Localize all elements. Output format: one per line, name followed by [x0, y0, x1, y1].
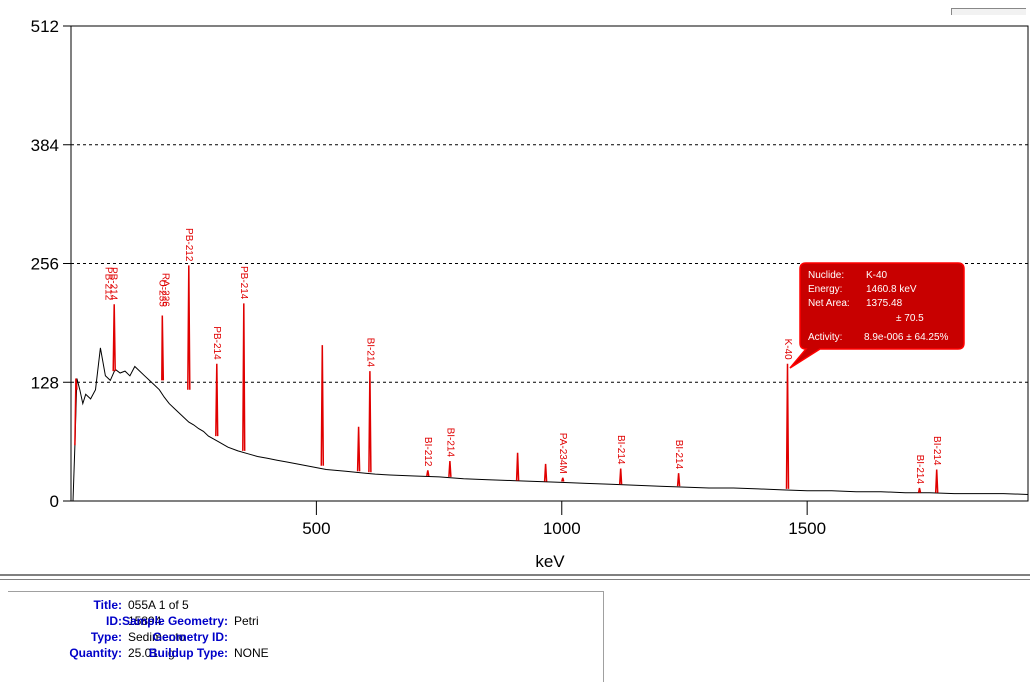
x-axis: 500 1000 1500	[302, 501, 826, 538]
spectrum-peak[interactable]	[515, 452, 520, 481]
spectrum-peak[interactable]	[112, 304, 116, 372]
peak-label: BI-214	[914, 455, 925, 485]
id-value: 15894	[128, 614, 162, 628]
y-tick-label: 256	[31, 255, 59, 274]
spectrum-peak[interactable]	[934, 469, 939, 493]
divider	[0, 579, 1030, 580]
quantity-row: Quantity: 25.01 g	[8, 646, 175, 660]
peak-label: BI-214	[673, 440, 684, 470]
geometry-label: Sample Geometry:	[121, 614, 228, 628]
tooltip-energy-label: Energy:	[808, 284, 842, 295]
spectrum-peak[interactable]	[676, 473, 681, 487]
peak-label: U-235	[157, 280, 168, 308]
peak-label: BI-214	[931, 436, 942, 466]
spectrum-series	[71, 265, 1029, 502]
x-tick-label: 500	[302, 519, 330, 538]
tooltip-area: 1375.48	[866, 298, 903, 309]
tooltip-area-error: ± 70.5	[896, 313, 924, 324]
tooltip-box	[789, 262, 965, 369]
peak-label: BI-214	[364, 338, 375, 368]
buildup-value: NONE	[234, 646, 269, 660]
quantity-value: 25.01 g	[128, 646, 175, 660]
peak-label: PB-214	[238, 266, 249, 300]
buildup-row: Buildup Type: NONE	[8, 646, 269, 660]
spectrum-peak[interactable]	[448, 461, 452, 477]
y-tick-label: 384	[31, 136, 59, 155]
spectrum-peak[interactable]	[368, 371, 372, 473]
id-row: ID: 15894	[8, 614, 161, 628]
spectrum-peak[interactable]	[917, 487, 922, 493]
corner-scroll-widget[interactable]	[951, 8, 1026, 15]
spectrum-peak[interactable]	[618, 468, 623, 485]
type-row: Type: Sedimento	[8, 630, 186, 644]
spectrum-peak[interactable]	[426, 470, 430, 477]
type-label: Type:	[90, 630, 122, 644]
tooltip-nuclide-label: Nuclide:	[808, 270, 844, 281]
title-value: 055A 1 of 5	[128, 598, 189, 612]
peak-label: RA-226	[160, 273, 171, 307]
spectrum-peak[interactable]	[215, 363, 219, 437]
buildup-label: Buildup Type:	[148, 646, 228, 660]
peak-label: BI-212	[422, 437, 433, 467]
id-label: ID:	[106, 614, 122, 628]
plot-area[interactable]	[70, 25, 1029, 502]
spectrum-peak[interactable]	[543, 463, 548, 482]
title-label: Title:	[93, 598, 122, 612]
spectrum-line-background	[71, 347, 1029, 502]
quantity-label: Quantity:	[69, 646, 122, 660]
x-tick-label: 1500	[788, 519, 826, 538]
tooltip-activity: 8.9e-006 ± 64.25%	[864, 332, 949, 343]
y-tick-label: 512	[31, 17, 59, 36]
y-axis: 0 128 256 384 512	[31, 17, 71, 511]
spectrum-peak[interactable]	[356, 426, 361, 472]
peak-label: BI-214	[615, 435, 626, 465]
peak-label: PB-212	[103, 267, 114, 301]
spectrum-peak[interactable]	[74, 378, 78, 446]
tooltip-activity-label: Activity:	[808, 332, 842, 343]
peak-label: PB-214	[211, 326, 222, 360]
peak-label: BI-214	[444, 428, 455, 458]
title-row: Title: 055A 1 of 5	[8, 598, 189, 612]
type-value: Sedimento	[128, 630, 186, 644]
geometry-id-row: Geometry ID:	[8, 630, 234, 644]
spectrum-peak[interactable]	[320, 345, 325, 466]
peak-label: K-40	[782, 339, 793, 361]
divider	[0, 574, 1030, 576]
spectrum-peak[interactable]	[561, 477, 565, 482]
peak-tooltip: Nuclide: K-40 Energy: 1460.8 keV Net Are…	[789, 262, 965, 369]
sample-info-panel: Title: 055A 1 of 5 ID: 15894 Type: Sediment…	[8, 591, 604, 682]
geometry-id-label: Geometry ID:	[152, 630, 228, 644]
y-tick-label: 128	[31, 373, 59, 392]
y-tick-label: 0	[50, 492, 59, 511]
peak-label: PB-212	[183, 228, 194, 262]
spectrum-peak[interactable]	[785, 363, 790, 489]
spectrum-peak[interactable]	[242, 303, 246, 451]
tooltip-area-label: Net Area:	[808, 298, 850, 309]
x-axis-title: keV	[535, 552, 565, 571]
geometry-row: Sample Geometry: Petri	[8, 614, 259, 628]
geometry-value: Petri	[234, 614, 259, 628]
peak-label: PA-234M	[557, 433, 568, 474]
tooltip-nuclide: K-40	[866, 270, 888, 281]
x-tick-label: 1000	[543, 519, 581, 538]
spectrum-peak[interactable]	[187, 265, 191, 390]
peak-label: PB-214	[108, 267, 119, 301]
spectrum-peak[interactable]	[161, 315, 165, 381]
tooltip-energy: 1460.8 keV	[866, 284, 917, 295]
